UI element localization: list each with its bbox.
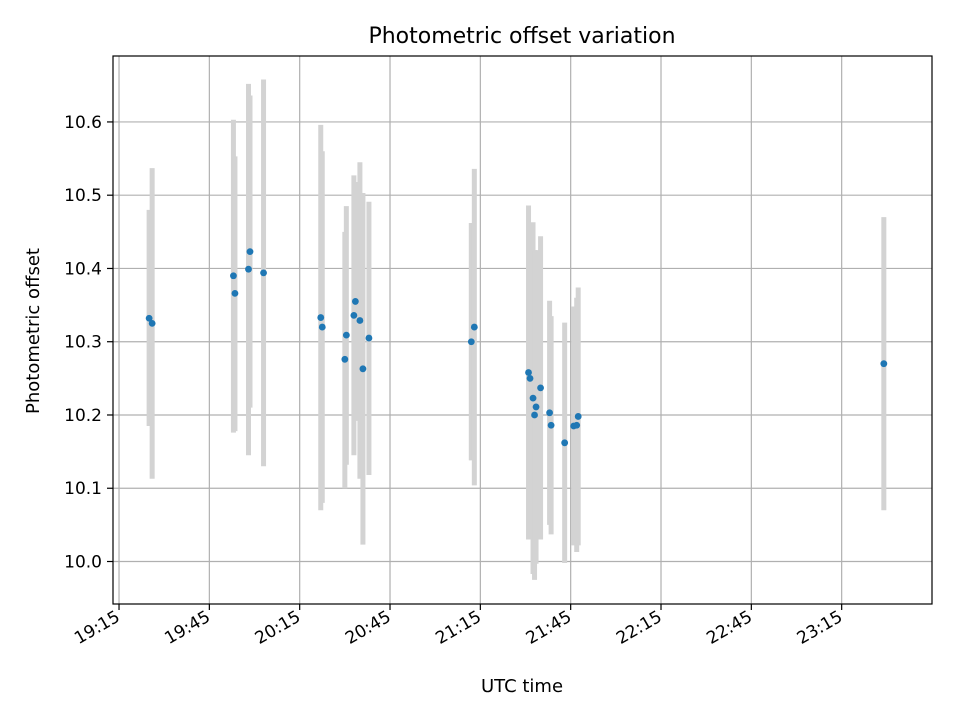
data-point xyxy=(546,409,553,417)
data-point xyxy=(145,314,153,322)
data-point xyxy=(231,289,239,297)
data-point xyxy=(467,338,475,346)
plot-frame xyxy=(112,55,933,605)
grid-lines xyxy=(113,56,932,604)
data-point xyxy=(547,421,555,429)
data-point xyxy=(525,369,532,376)
data-point xyxy=(529,394,537,402)
x-axis-label: UTC time xyxy=(481,676,563,697)
data-point xyxy=(574,413,582,420)
data-point xyxy=(246,248,254,256)
data-point xyxy=(537,384,544,392)
data-point xyxy=(365,334,373,342)
data-point xyxy=(880,360,888,368)
data-point xyxy=(230,272,237,280)
data-point xyxy=(260,269,267,277)
data-point xyxy=(245,265,252,273)
chart-title: Photometric offset variation xyxy=(368,24,675,49)
data-point xyxy=(351,298,359,305)
y-tick-label: 10.5 xyxy=(64,186,102,206)
data-point xyxy=(359,365,367,373)
data-point xyxy=(342,331,350,339)
data-point xyxy=(356,317,364,324)
data-point xyxy=(341,355,349,363)
y-tick-label: 10.3 xyxy=(64,333,102,353)
y-axis-label: Photometric offset xyxy=(23,248,44,414)
y-tick-label: 10.6 xyxy=(64,113,102,133)
data-point xyxy=(532,403,540,411)
data-point xyxy=(573,421,581,429)
y-tick-label: 10.1 xyxy=(64,479,102,499)
y-tick-label: 10.2 xyxy=(64,406,102,426)
data-point xyxy=(561,439,569,447)
y-tick-label: 10.4 xyxy=(64,259,102,279)
data-point xyxy=(148,320,156,327)
data-point xyxy=(318,323,326,331)
data-points xyxy=(145,248,888,447)
data-point xyxy=(526,374,534,382)
data-point xyxy=(470,323,478,331)
data-point xyxy=(350,311,358,319)
y-tick-label: 10.0 xyxy=(64,553,102,573)
data-point xyxy=(317,314,325,321)
data-point xyxy=(531,411,538,419)
